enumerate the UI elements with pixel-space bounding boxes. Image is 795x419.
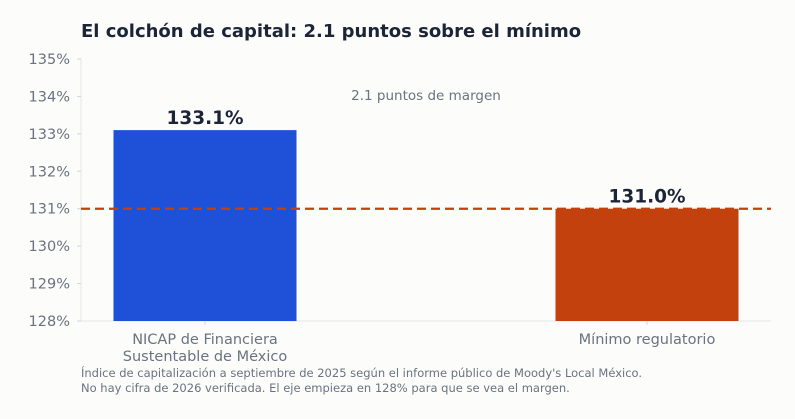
chart-title: El colchón de capital: 2.1 puntos sobre …	[81, 21, 582, 42]
data-label: 133.1%	[166, 108, 243, 129]
y-tick-label: 131%	[29, 202, 70, 218]
y-tick-label: 133%	[29, 127, 70, 143]
y-tick-label: 129%	[29, 277, 70, 293]
y-tick-label: 128%	[29, 314, 70, 330]
data-label: 131.0%	[608, 187, 685, 208]
x-tick-label: NICAP de Financiera	[132, 332, 278, 348]
y-tick-label: 135%	[29, 52, 70, 68]
y-tick-label: 130%	[29, 239, 70, 255]
y-tick-label: 134%	[29, 89, 70, 105]
bar	[113, 130, 297, 321]
y-tick-label: 132%	[29, 164, 70, 180]
footnote-source: Índice de capitalización a septiembre de…	[81, 366, 643, 380]
bar	[555, 208, 739, 321]
footnote-axis: No hay cifra de 2026 verificada. El eje …	[81, 381, 570, 395]
margin-annotation: 2.1 puntos de margen	[351, 88, 501, 104]
x-tick-label: Sustentable de México	[123, 349, 288, 365]
x-tick-label: Mínimo regulatorio	[579, 332, 716, 348]
